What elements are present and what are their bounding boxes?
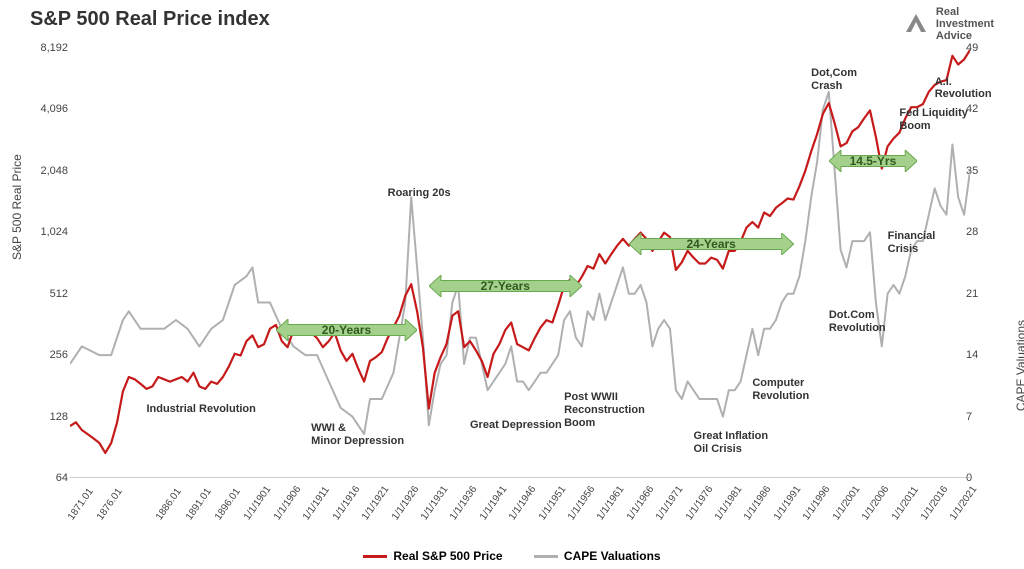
legend: Real S&P 500 Price CAPE Valuations <box>0 547 1024 564</box>
cape-line <box>70 92 970 434</box>
x-tick: 1/1/1916 <box>331 484 362 522</box>
legend-item-price: Real S&P 500 Price <box>363 549 502 563</box>
legend-label-cape: CAPE Valuations <box>564 549 661 563</box>
x-tick: 1/1/1931 <box>419 484 450 522</box>
annotation: Fed LiquidityBoom <box>899 107 967 132</box>
x-tick: 1/1/1991 <box>772 484 803 522</box>
x-tick: 1/1/1901 <box>242 484 273 522</box>
x-tick: 1/1/1926 <box>390 484 421 522</box>
x-tick: 1/1/1996 <box>801 484 832 522</box>
annotation: WWI &Minor Depression <box>311 422 404 447</box>
x-tick: 1886.01 <box>154 486 184 522</box>
era-arrow: 24-Years <box>629 233 794 255</box>
lion-icon <box>902 10 930 38</box>
x-tick: 1/1/1936 <box>448 484 479 522</box>
y-left-tick: 4,096 <box>30 103 68 115</box>
x-tick: 1876.01 <box>95 486 125 522</box>
x-tick: 1/1/1946 <box>507 484 538 522</box>
chart-title: S&P 500 Real Price index <box>30 8 270 31</box>
annotation: FinancialCrisis <box>888 230 936 255</box>
annotation: ComputerRevolution <box>752 377 809 402</box>
y-left-tick: 256 <box>30 349 68 361</box>
y-left-tick: 512 <box>30 288 68 300</box>
x-tick: 1/1/2001 <box>831 484 862 522</box>
x-tick: 1896.01 <box>213 486 243 522</box>
x-tick: 1891.01 <box>184 486 214 522</box>
y-left-tick: 128 <box>30 411 68 423</box>
x-tick: 1871.01 <box>66 486 96 522</box>
x-tick: 1/1/1921 <box>360 484 391 522</box>
plot-area: Industrial Revolution WWI &Minor Depressi… <box>70 48 970 478</box>
era-arrow: 14.5-Yrs <box>829 150 917 172</box>
x-tick: 1/1/1941 <box>478 484 509 522</box>
annotation: Roaring 20s <box>388 187 451 200</box>
annotation: Great Depression <box>470 419 562 432</box>
x-tick: 1/1/2021 <box>948 484 979 522</box>
x-tick: 1/1/1906 <box>272 484 303 522</box>
annotation: Dot,ComCrash <box>811 67 857 92</box>
chart-container: S&P 500 Real Price index Real Investment… <box>0 0 1024 569</box>
legend-swatch-cape <box>534 555 558 558</box>
y-axis-right-label: CAPE Valuations <box>1014 320 1024 411</box>
logo-line2: Investment <box>936 18 994 30</box>
brand-logo: Real Investment Advice <box>902 6 994 42</box>
x-tick: 1/1/1971 <box>654 484 685 522</box>
logo-line3: Advice <box>936 30 994 42</box>
annotation: Dot.ComRevolution <box>829 309 886 334</box>
x-ticks: 1871.011876.011886.011891.011896.011/1/1… <box>70 482 970 542</box>
legend-item-cape: CAPE Valuations <box>534 549 661 563</box>
x-tick: 1/1/2006 <box>860 484 891 522</box>
x-tick: 1/1/2011 <box>890 485 921 523</box>
logo-line1: Real <box>936 6 994 18</box>
era-arrow: 20-Years <box>276 319 417 341</box>
y-ticks-left: 641282565121,0242,0484,0968,192 <box>30 48 68 478</box>
annotation: Great InflationOil Crisis <box>694 430 769 455</box>
x-tick: 1/1/1951 <box>537 484 568 522</box>
x-tick: 1/1/2016 <box>919 484 950 522</box>
price-line <box>70 50 970 453</box>
x-tick: 1/1/1981 <box>713 484 744 522</box>
x-tick: 1/1/1961 <box>595 484 626 522</box>
x-tick: 1/1/1911 <box>301 485 332 523</box>
annotation: A.I.Revolution <box>935 76 992 101</box>
y-axis-left-label: S&P 500 Real Price <box>10 154 24 260</box>
annotation: Post WWIIReconstructionBoom <box>564 391 645 429</box>
y-left-tick: 64 <box>30 472 68 484</box>
legend-label-price: Real S&P 500 Price <box>393 549 502 563</box>
y-left-tick: 2,048 <box>30 165 68 177</box>
annotation: Industrial Revolution <box>146 403 255 416</box>
legend-swatch-price <box>363 555 387 558</box>
y-left-tick: 8,192 <box>30 42 68 54</box>
x-tick: 1/1/1986 <box>742 484 773 522</box>
x-tick: 1/1/1976 <box>684 484 715 522</box>
x-tick: 1/1/1966 <box>625 484 656 522</box>
era-arrow: 27-Years <box>429 275 582 297</box>
y-left-tick: 1,024 <box>30 226 68 238</box>
x-tick: 1/1/1956 <box>566 484 597 522</box>
